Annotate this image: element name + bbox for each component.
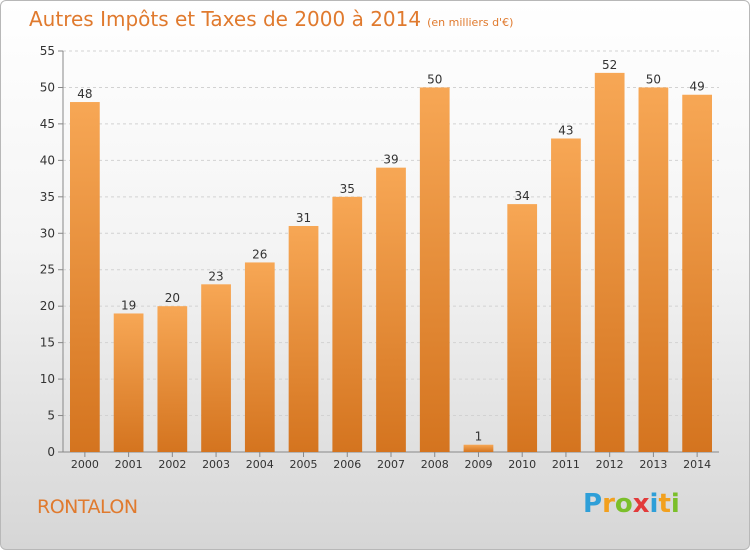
bar xyxy=(157,306,188,452)
data-label: 48 xyxy=(77,87,92,101)
bar xyxy=(201,284,231,452)
data-label: 34 xyxy=(515,189,530,203)
y-tick-label: 20 xyxy=(40,299,55,313)
y-tick-label: 10 xyxy=(40,372,55,386)
title-text: Autres Impôts et Taxes de 2000 à 2014 xyxy=(29,7,422,31)
x-tick-label: 2003 xyxy=(202,458,230,471)
bar xyxy=(551,138,581,452)
x-tick-label: 2010 xyxy=(508,458,536,471)
chart-title: Autres Impôts et Taxes de 2000 à 2014 (en… xyxy=(29,7,513,31)
data-label: 26 xyxy=(252,247,267,261)
data-label: 23 xyxy=(208,269,223,283)
y-tick-label: 0 xyxy=(47,445,55,459)
x-tick-label: 2013 xyxy=(639,458,667,471)
x-tick-label: 2000 xyxy=(71,458,99,471)
x-tick-label: 2012 xyxy=(596,458,624,471)
x-tick-label: 2005 xyxy=(290,458,318,471)
data-label: 39 xyxy=(383,153,398,167)
bar xyxy=(594,72,625,452)
x-tick-label: 2009 xyxy=(464,458,492,471)
data-label: 50 xyxy=(427,72,442,86)
y-tick-label: 35 xyxy=(40,190,55,204)
subtitle-text: (en milliers d'€) xyxy=(427,16,514,29)
data-label: 20 xyxy=(165,291,180,305)
x-tick-label: 2011 xyxy=(552,458,580,471)
bar xyxy=(463,444,494,452)
bar xyxy=(376,167,406,452)
y-tick-label: 15 xyxy=(40,336,55,350)
x-tick-label: 2007 xyxy=(377,458,405,471)
x-tick-label: 2004 xyxy=(246,458,274,471)
logo-letter: P xyxy=(583,489,603,519)
y-tick-label: 5 xyxy=(47,409,55,423)
y-tick-label: 45 xyxy=(40,117,55,131)
y-tick-label: 55 xyxy=(40,44,55,58)
logo-letter: x xyxy=(632,489,650,519)
y-tick-label: 40 xyxy=(40,153,55,167)
logo-letter: o xyxy=(614,489,633,519)
data-label: 52 xyxy=(602,58,617,72)
bar xyxy=(332,196,363,452)
y-tick-label: 30 xyxy=(40,226,55,240)
logo-letter: t xyxy=(658,489,671,519)
data-label: 49 xyxy=(689,80,704,94)
y-tick-label: 25 xyxy=(40,263,55,277)
y-tick-label: 50 xyxy=(40,80,55,94)
data-label: 31 xyxy=(296,211,311,225)
data-label: 1 xyxy=(475,430,483,444)
logo-letter: r xyxy=(602,489,615,519)
bar xyxy=(244,262,275,452)
place-name: RONTALON xyxy=(37,496,138,518)
data-label: 35 xyxy=(340,182,355,196)
data-label: 50 xyxy=(646,72,661,86)
data-label: 43 xyxy=(558,123,573,137)
bar xyxy=(682,94,713,452)
data-label: 19 xyxy=(121,298,136,312)
proxiti-logo: Proxiti xyxy=(583,489,680,519)
logo-letter: i xyxy=(670,489,680,519)
bar xyxy=(507,204,538,452)
x-tick-label: 2002 xyxy=(158,458,186,471)
bar xyxy=(288,225,319,452)
logo-letter: i xyxy=(649,489,659,519)
x-tick-label: 2006 xyxy=(333,458,361,471)
x-tick-label: 2014 xyxy=(683,458,711,471)
bar xyxy=(638,87,669,453)
bar xyxy=(113,313,144,452)
x-tick-label: 2001 xyxy=(115,458,143,471)
bar xyxy=(419,87,450,453)
x-tick-label: 2008 xyxy=(421,458,449,471)
bar xyxy=(69,102,100,452)
